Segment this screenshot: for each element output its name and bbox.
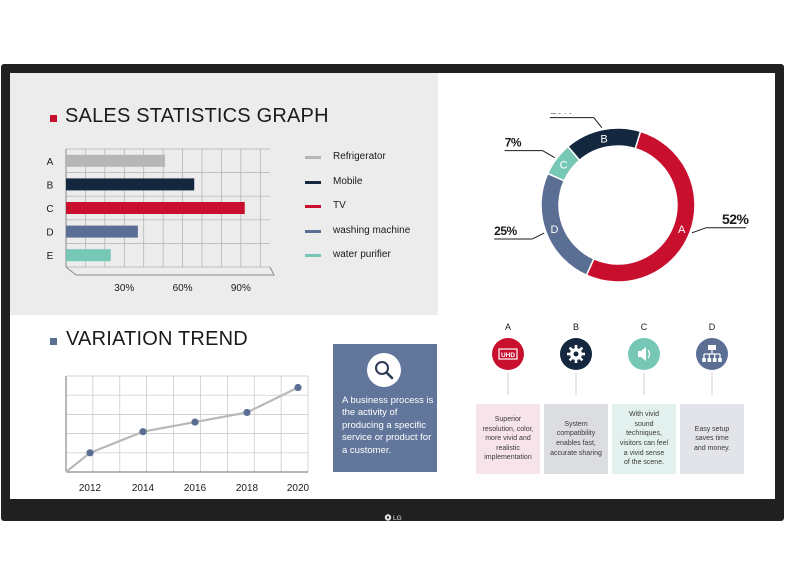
feature-letter: D bbox=[709, 322, 716, 332]
speaker-body bbox=[638, 347, 646, 361]
data-point bbox=[294, 383, 302, 392]
uhd-frame bbox=[498, 348, 518, 360]
uhd-icon: UHD bbox=[498, 348, 518, 360]
sales-title: SALES STATISTICS GRAPH bbox=[65, 105, 329, 127]
slice-value-label: 25% bbox=[494, 224, 517, 238]
x-tick-label: 60% bbox=[173, 283, 193, 293]
x-tick-label: 2018 bbox=[236, 483, 259, 494]
svg-text:LG: LG bbox=[393, 515, 402, 522]
x-tick-label: 90% bbox=[231, 283, 251, 293]
feature-description-box: Easy setup saves time and money. bbox=[680, 404, 744, 474]
variation-title: VARIATION TREND bbox=[66, 328, 248, 350]
network-node bbox=[702, 358, 706, 362]
feature-letter: B bbox=[573, 322, 579, 332]
leader-line bbox=[531, 232, 545, 240]
legend-swatch bbox=[305, 156, 321, 159]
feature-icon-circle bbox=[492, 338, 524, 370]
bar-d bbox=[66, 225, 138, 238]
feature-description-box: System compatibility enables fast, accur… bbox=[544, 404, 608, 474]
legend-label: water purifier bbox=[333, 249, 391, 260]
slice-value-label: 16% bbox=[550, 113, 573, 117]
feature-letter: C bbox=[641, 322, 648, 332]
network-node bbox=[718, 358, 722, 362]
legend-label: Refrigerator bbox=[333, 151, 386, 162]
slice-d bbox=[540, 172, 595, 277]
x-tick-label: 2016 bbox=[184, 483, 207, 494]
slice-value-label: 7% bbox=[505, 136, 522, 150]
slice-letter: B bbox=[600, 133, 607, 145]
trend-line bbox=[65, 386, 299, 473]
gear-hole bbox=[573, 351, 579, 357]
x-tick-label: 30% bbox=[114, 283, 134, 293]
category-label: D bbox=[46, 228, 53, 239]
slice-letter: C bbox=[560, 159, 568, 171]
network-icon bbox=[702, 345, 722, 362]
feature-description-text: System compatibility enables fast, accur… bbox=[550, 420, 602, 457]
share-donut-chart: A 52% D 25% C 7% B 16% bbox=[494, 113, 750, 283]
network-node bbox=[712, 358, 717, 362]
title-marker bbox=[50, 338, 57, 345]
magnifier-icon bbox=[367, 353, 401, 387]
legend-label: TV bbox=[333, 200, 346, 211]
feature-icons-row: A UHD B C D bbox=[492, 322, 728, 395]
data-point bbox=[86, 449, 94, 457]
bar-b bbox=[66, 178, 195, 191]
display-screen: SALES STATISTICS GRAPH A B C D E 30% 60% 90% Re… bbox=[10, 73, 775, 499]
bar-c bbox=[66, 202, 245, 214]
business-callout: A business process is the activity of pr… bbox=[333, 344, 437, 472]
title-marker bbox=[50, 115, 57, 122]
legend-label: Mobile bbox=[333, 175, 363, 187]
feature-description-box: Superior resolution, color, more vivid a… bbox=[476, 404, 540, 474]
data-point bbox=[139, 428, 147, 436]
uhd-label: UHD bbox=[501, 352, 515, 359]
category-label: E bbox=[47, 251, 54, 262]
slice-a bbox=[585, 130, 696, 283]
feature-description-text: With vivid sound techniques, visitors ca… bbox=[619, 411, 669, 467]
feature-description-text: Superior resolution, color, more vivid a… bbox=[482, 416, 534, 462]
category-label: C bbox=[46, 204, 53, 215]
speaker-icon bbox=[638, 347, 651, 361]
legend-swatch bbox=[305, 205, 321, 208]
speaker-wave bbox=[647, 349, 651, 359]
category-label: A bbox=[47, 157, 54, 168]
x-tick-label: 2012 bbox=[79, 483, 102, 494]
legend-label: washing machine bbox=[333, 224, 411, 236]
network-node bbox=[707, 358, 712, 362]
data-point bbox=[243, 408, 251, 417]
legend-swatch bbox=[305, 229, 321, 233]
feature-description-text: Easy setup saves time and money. bbox=[693, 425, 731, 452]
gear-icon bbox=[567, 345, 585, 363]
bar-e bbox=[66, 249, 111, 262]
leader-line bbox=[542, 150, 555, 159]
lg-logo: LG bbox=[384, 509, 404, 522]
feature-letter: A bbox=[505, 322, 511, 332]
callout-text: A business process is the activity of pr… bbox=[342, 395, 434, 456]
legend-swatch bbox=[305, 254, 321, 257]
slice-letter: A bbox=[678, 224, 686, 236]
variation-line-chart: 2012 2014 2016 2018 2020 bbox=[65, 375, 310, 494]
leader-line bbox=[691, 227, 707, 234]
slice-value-label: 52% bbox=[722, 211, 750, 227]
leader-line bbox=[593, 117, 603, 128]
network-node bbox=[708, 345, 716, 350]
slice-letter: D bbox=[550, 224, 558, 236]
sales-bar-chart: A B C D E 30% 60% 90% bbox=[46, 148, 275, 293]
x-tick-label: 2020 bbox=[287, 483, 310, 494]
x-tick-label: 2014 bbox=[132, 483, 155, 494]
feature-description-box: With vivid sound techniques, visitors ca… bbox=[612, 404, 676, 474]
data-point bbox=[191, 418, 199, 426]
slice-b bbox=[566, 127, 642, 162]
x-axis bbox=[65, 266, 275, 276]
bar-a bbox=[66, 154, 166, 167]
sales-statistics-panel: SALES STATISTICS GRAPH A B C D E 30% 60% 90% Re… bbox=[10, 73, 438, 315]
category-label: B bbox=[47, 180, 54, 191]
legend-swatch bbox=[305, 180, 321, 184]
